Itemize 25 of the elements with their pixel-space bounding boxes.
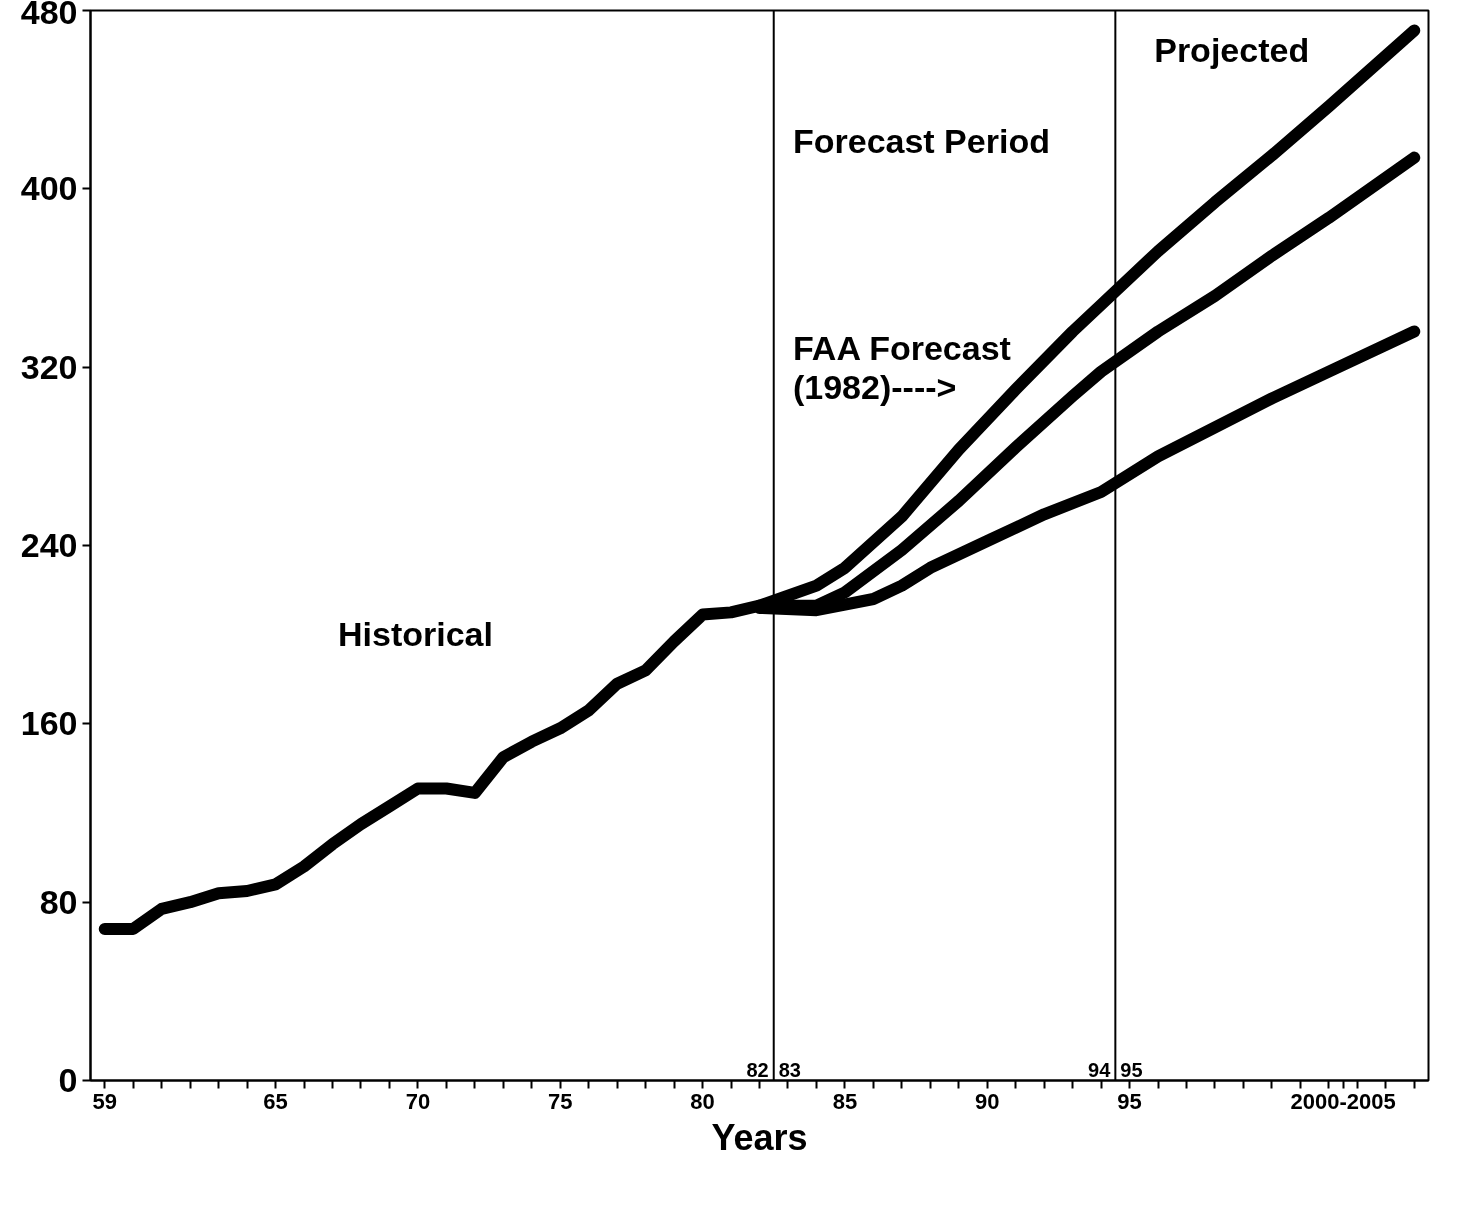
x-tick-label: 75 — [547, 1088, 573, 1114]
y-tick-label: 160 — [20, 704, 78, 743]
y-tick-label: 80 — [39, 882, 78, 921]
y-tick-label: 400 — [20, 169, 78, 208]
x-tick-label: 85 — [832, 1088, 858, 1114]
y-tick-label: 0 — [58, 1061, 78, 1099]
x-axis-title: Years — [711, 1116, 808, 1158]
x-tick-label: 90 — [975, 1088, 1000, 1114]
y-tick-label: 480 — [20, 0, 78, 31]
annotation: 82 — [746, 1058, 769, 1081]
y-tick-label: 240 — [20, 526, 78, 564]
annotation: FAA Forecast (1982)----> — [792, 328, 1011, 407]
annotation: 83 — [778, 1058, 801, 1081]
x-tick-label: 80 — [690, 1088, 715, 1114]
annotation: 95 — [1120, 1058, 1143, 1081]
annotation: 94 — [1088, 1058, 1112, 1081]
annotation: Projected — [1154, 31, 1310, 70]
x-tick-label: 2000-2005 — [1290, 1088, 1396, 1114]
annotation: Historical — [338, 614, 493, 653]
x-tick-label: 65 — [263, 1088, 288, 1114]
x-tick-label: 59 — [92, 1088, 117, 1114]
x-tick-label: 70 — [405, 1088, 431, 1114]
annotation: Forecast Period — [792, 122, 1050, 161]
x-tick-label: 95 — [1117, 1088, 1142, 1114]
y-tick-label: 320 — [20, 347, 78, 386]
